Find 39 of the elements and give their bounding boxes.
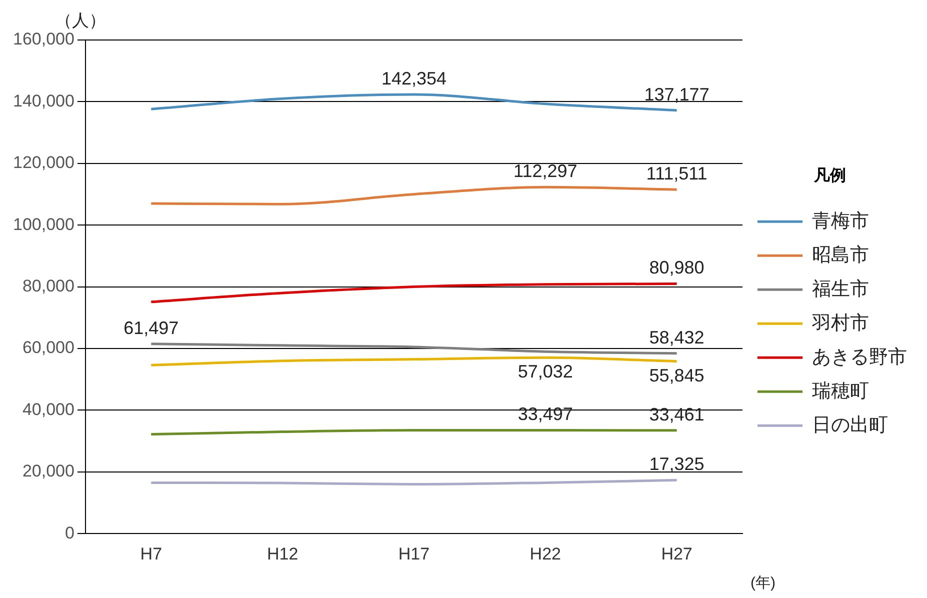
data-label: 33,461 [649,404,704,424]
x-axis-title: (年) [750,574,776,592]
data-label: 142,354 [381,68,447,88]
line-series [150,186,678,206]
y-tick-label: 100,000 [13,214,74,234]
y-tick-label: 140,000 [13,91,74,110]
data-label: 111,511 [646,164,708,184]
legend-label: 瑞穂町 [812,380,869,402]
legend-label: あきる野市 [812,346,907,368]
y-axis-title: （人） [54,11,106,30]
data-label: 17,325 [649,454,704,474]
data-label: 137,177 [644,84,710,104]
y-tick-label: 120,000 [13,153,74,172]
data-label: 112,297 [514,161,578,182]
x-tick-label: H22 [530,544,561,564]
data-label: 61,497 [124,318,179,338]
legend-label: 羽村市 [811,312,869,334]
data-label: 33,497 [518,404,573,424]
y-tick-label: 80,000 [22,276,74,296]
line-series [150,356,678,366]
x-tick-label: H12 [266,544,298,564]
data-label: 57,032 [518,362,573,382]
legend-title: 凡例 [812,166,846,184]
x-tick-label: H17 [398,544,430,564]
data-label: 55,845 [649,365,704,386]
legend-label: 日の出町 [812,414,888,436]
data-label: 58,432 [649,327,704,348]
y-tick-label: 60,000 [22,338,74,358]
y-tick-label: 20,000 [22,462,74,481]
legend-label: 青梅市 [812,210,869,232]
y-tick-label: 160,000 [13,30,74,49]
y-tick-label: 40,000 [22,400,74,419]
y-tick-label: 0 [64,523,74,542]
legend-label: 福生市 [812,278,869,300]
x-tick-label: H7 [140,544,162,564]
legend-label: 昭島市 [812,244,869,266]
data-label: 80,980 [649,258,704,278]
line-series [150,282,678,304]
x-tick-label: H27 [661,544,692,564]
